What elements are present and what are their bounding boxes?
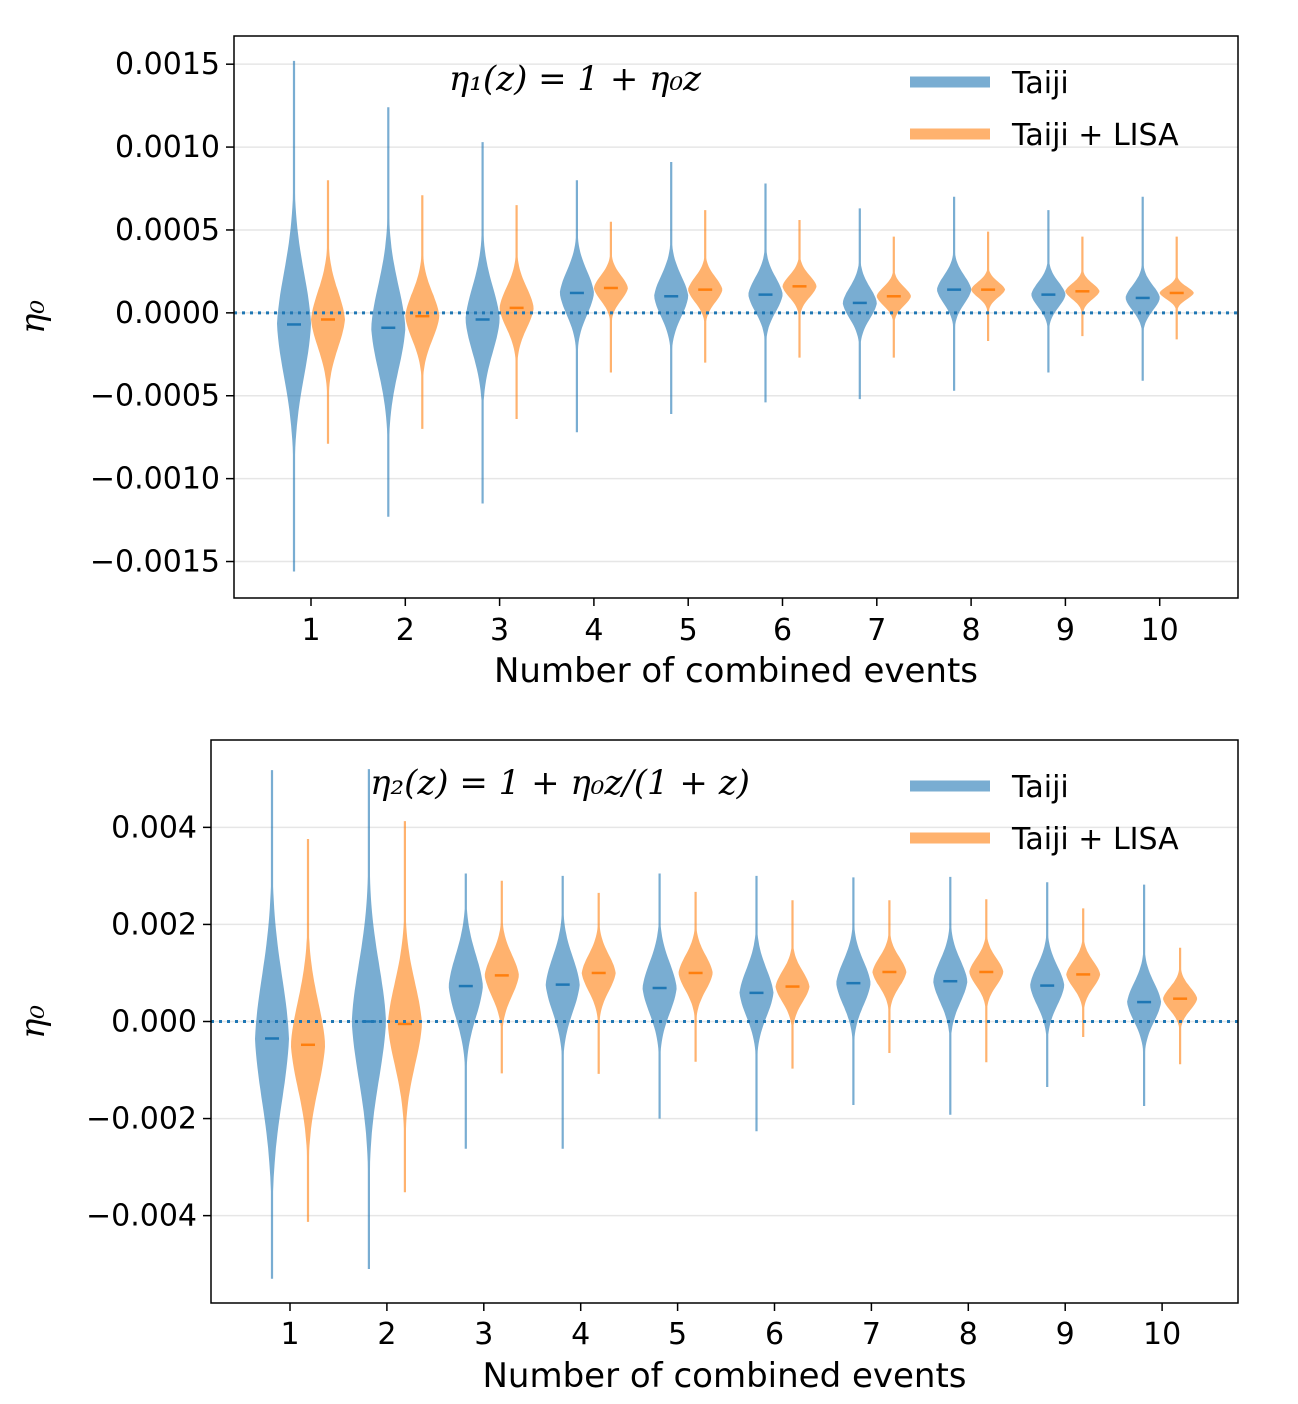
violin-taiji-lisa-2 bbox=[387, 821, 422, 1193]
y-tick-label: 0.002 bbox=[111, 907, 197, 942]
violin-taiji-lisa-5 bbox=[678, 891, 713, 1062]
y-tick-label: −0.0010 bbox=[90, 462, 220, 497]
x-tick-label: 10 bbox=[1143, 1317, 1181, 1352]
top-panel: 0.0015 0.0010 0.0005 0.0000 −0.0005 −0.0010 −0… bbox=[13, 35, 1239, 691]
x-tick-label: 7 bbox=[867, 613, 886, 648]
y-tick-label: −0.0005 bbox=[90, 379, 220, 414]
plot-area bbox=[255, 769, 1198, 1279]
x-tick-label: 9 bbox=[1056, 1317, 1075, 1352]
violin-taiji-lisa-6 bbox=[782, 220, 817, 358]
x-axis-title: Number of combined events bbox=[482, 1356, 966, 1396]
violin-taiji-4 bbox=[559, 180, 594, 433]
x-tick-label: 1 bbox=[301, 613, 320, 648]
y-tick-label: 0.0005 bbox=[115, 213, 220, 248]
model-annotation: η₂(z) = 1 + η₀z/(1 + z) bbox=[370, 763, 750, 803]
y-tick-label: −0.0015 bbox=[90, 545, 220, 580]
violin-taiji-5 bbox=[654, 162, 689, 414]
violin-taiji-lisa-3 bbox=[484, 880, 519, 1074]
violin-taiji-lisa-7 bbox=[872, 900, 907, 1053]
violin-taiji-4 bbox=[545, 875, 580, 1149]
y-tick-label: 0.004 bbox=[111, 810, 197, 845]
violin-taiji-6 bbox=[748, 183, 783, 403]
legend-label: Taiji + LISA bbox=[1011, 822, 1179, 857]
x-tick-label: 2 bbox=[377, 1317, 396, 1352]
violin-taiji-3 bbox=[465, 142, 500, 504]
y-axis-title: η₀ bbox=[13, 1005, 53, 1039]
violin-taiji-lisa-1 bbox=[311, 180, 345, 444]
legend-label: Taiji bbox=[1011, 770, 1069, 805]
y-tick-label: 0.000 bbox=[111, 1005, 197, 1040]
x-tick-label: 4 bbox=[571, 1317, 590, 1352]
violin-taiji-8 bbox=[937, 196, 972, 391]
x-tick-label: 5 bbox=[668, 1317, 687, 1352]
violin-taiji-lisa-8 bbox=[969, 899, 1004, 1063]
violin-taiji-lisa-1 bbox=[291, 839, 325, 1222]
violin-taiji-6 bbox=[739, 875, 774, 1132]
legend-label: Taiji bbox=[1011, 66, 1069, 101]
model-annotation: η₁(z) = 1 + η₀z bbox=[449, 59, 702, 99]
violin-taiji-8 bbox=[933, 876, 968, 1115]
violin-taiji-1 bbox=[255, 770, 289, 1279]
violin-taiji-10 bbox=[1127, 884, 1162, 1106]
x-tick-label: 9 bbox=[1056, 613, 1075, 648]
x-tick-label: 6 bbox=[773, 613, 792, 648]
violin-taiji-lisa-9 bbox=[1066, 908, 1101, 1037]
violin-taiji-3 bbox=[448, 873, 483, 1149]
x-tick-label: 8 bbox=[962, 613, 981, 648]
y-tick-label: 0.0010 bbox=[115, 130, 220, 165]
y-tick-label: −0.002 bbox=[86, 1102, 197, 1137]
x-tick-label: 2 bbox=[396, 613, 415, 648]
x-tick-label: 10 bbox=[1141, 613, 1179, 648]
y-tick-label: 0.0000 bbox=[115, 296, 220, 331]
violin-taiji-10 bbox=[1125, 196, 1160, 381]
violin-taiji-1 bbox=[277, 60, 311, 572]
violin-taiji-lisa-10 bbox=[1163, 947, 1198, 1065]
x-tick-label: 4 bbox=[584, 613, 603, 648]
violin-taiji-lisa-2 bbox=[405, 195, 440, 429]
violin-taiji-lisa-5 bbox=[688, 210, 723, 363]
x-tick-label: 3 bbox=[474, 1317, 493, 1352]
x-tick-label: 1 bbox=[280, 1317, 299, 1352]
violin-taiji-lisa-4 bbox=[593, 221, 628, 373]
violin-taiji-lisa-6 bbox=[775, 900, 810, 1069]
x-axis-title: Number of combined events bbox=[494, 651, 978, 691]
legend-label: Taiji + LISA bbox=[1011, 118, 1179, 153]
violin-taiji-7 bbox=[836, 877, 871, 1105]
violin-taiji-lisa-8 bbox=[971, 231, 1006, 341]
y-tick-label: −0.004 bbox=[86, 1199, 197, 1234]
violin-taiji-5 bbox=[642, 873, 677, 1119]
bottom-panel: 0.004 0.002 0.000 −0.002 −0.004 1 2 3 4 5 6 7 8 9 10 Nu… bbox=[13, 739, 1239, 1396]
violin-taiji-lisa-4 bbox=[581, 892, 616, 1074]
violin-taiji-lisa-9 bbox=[1065, 236, 1100, 337]
x-tick-label: 8 bbox=[959, 1317, 978, 1352]
x-tick-label: 6 bbox=[765, 1317, 784, 1352]
x-tick-label: 5 bbox=[679, 613, 698, 648]
violin-taiji-9 bbox=[1031, 210, 1066, 373]
x-tick-label: 3 bbox=[490, 613, 509, 648]
violin-taiji-2 bbox=[351, 769, 386, 1269]
y-axis-title: η₀ bbox=[13, 300, 53, 334]
plot-frame bbox=[233, 35, 1239, 599]
x-tick-label: 7 bbox=[862, 1317, 881, 1352]
y-tick-label: 0.0015 bbox=[115, 47, 220, 82]
violin-taiji-lisa-10 bbox=[1159, 236, 1194, 340]
